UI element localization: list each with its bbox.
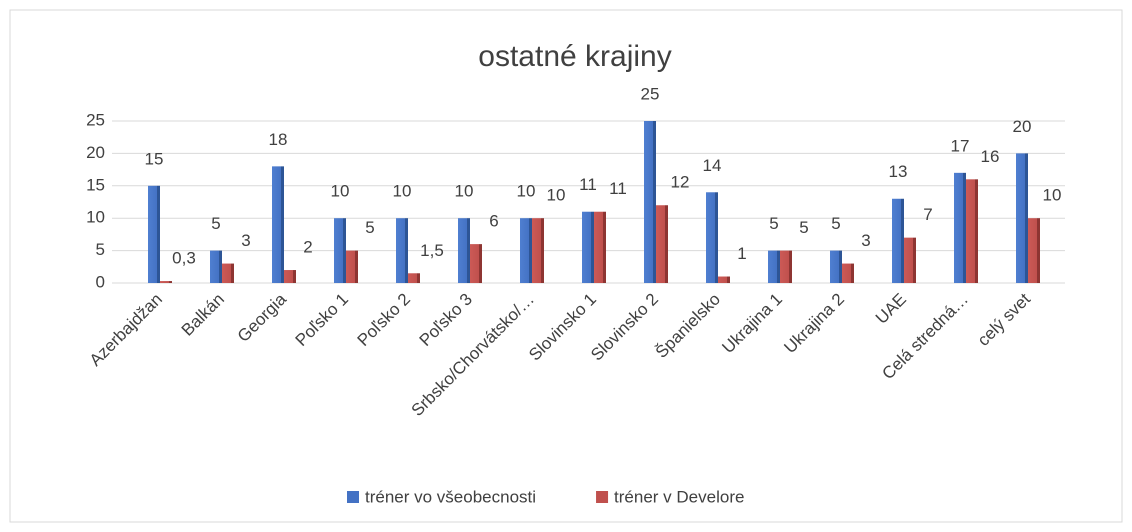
chart-title: ostatné krajiny xyxy=(478,40,671,73)
bar xyxy=(582,211,594,283)
data-label: 16 xyxy=(981,147,1000,166)
data-label: 3 xyxy=(861,231,870,250)
bar xyxy=(594,211,606,283)
bar xyxy=(148,185,160,283)
bar xyxy=(458,218,470,283)
data-label: 1 xyxy=(737,244,746,263)
data-label: 10 xyxy=(393,182,412,201)
data-label: 6 xyxy=(489,212,498,231)
data-label: 3 xyxy=(241,231,250,250)
data-label: 5 xyxy=(365,218,374,237)
bar xyxy=(780,250,792,283)
data-label: 5 xyxy=(831,214,840,233)
bar xyxy=(284,270,296,283)
data-label: 10 xyxy=(331,182,350,201)
bar xyxy=(1016,153,1028,283)
chart-border xyxy=(9,9,1123,523)
data-label: 20 xyxy=(1013,117,1032,136)
data-label: 17 xyxy=(951,136,970,155)
data-label: 2 xyxy=(303,238,312,257)
data-label: 11 xyxy=(579,175,597,194)
data-label: 18 xyxy=(269,130,288,149)
bar xyxy=(644,121,656,283)
data-label: 11 xyxy=(609,179,627,198)
bar xyxy=(842,263,854,283)
bar xyxy=(830,250,842,283)
legend-swatch xyxy=(596,491,609,503)
bar xyxy=(904,237,916,283)
bar xyxy=(222,263,234,283)
data-label: 13 xyxy=(889,162,908,181)
data-label: 5 xyxy=(799,218,808,237)
bar xyxy=(954,172,966,283)
data-label: 10 xyxy=(455,182,474,201)
bar xyxy=(892,198,904,283)
data-label: 10 xyxy=(547,186,566,205)
bar xyxy=(656,205,668,283)
legend-swatch xyxy=(347,491,359,503)
bar xyxy=(334,218,346,283)
bar xyxy=(272,166,284,283)
data-label: 5 xyxy=(211,214,220,233)
y-tick-label: 15 xyxy=(86,175,105,194)
legend-label: tréner vo všeobecnosti xyxy=(365,487,536,506)
data-label: 14 xyxy=(703,156,722,175)
data-label: 12 xyxy=(671,173,690,192)
data-label: 1,5 xyxy=(420,241,444,260)
y-tick-label: 0 xyxy=(96,272,105,291)
bar xyxy=(1028,218,1040,283)
bar xyxy=(520,218,532,283)
data-label: 25 xyxy=(641,84,660,103)
data-label: 0,3 xyxy=(172,249,196,268)
y-tick-label: 20 xyxy=(86,143,105,162)
y-tick-label: 5 xyxy=(96,240,105,259)
y-tick-label: 25 xyxy=(86,110,105,129)
bar xyxy=(532,218,544,283)
bar xyxy=(408,273,420,283)
bar xyxy=(470,244,482,283)
bar xyxy=(768,250,780,283)
bar xyxy=(210,250,222,283)
data-label: 5 xyxy=(769,214,778,233)
bar xyxy=(396,218,408,283)
y-tick-label: 10 xyxy=(86,208,105,227)
data-label: 7 xyxy=(923,205,932,224)
bar xyxy=(966,179,978,283)
data-label: 10 xyxy=(517,182,536,201)
bar xyxy=(346,250,358,283)
bar xyxy=(706,192,718,283)
data-label: 15 xyxy=(145,149,164,168)
bar xyxy=(160,281,172,283)
legend-label: tréner v Develore xyxy=(614,487,744,506)
bar xyxy=(718,276,730,283)
data-label: 10 xyxy=(1043,186,1062,205)
